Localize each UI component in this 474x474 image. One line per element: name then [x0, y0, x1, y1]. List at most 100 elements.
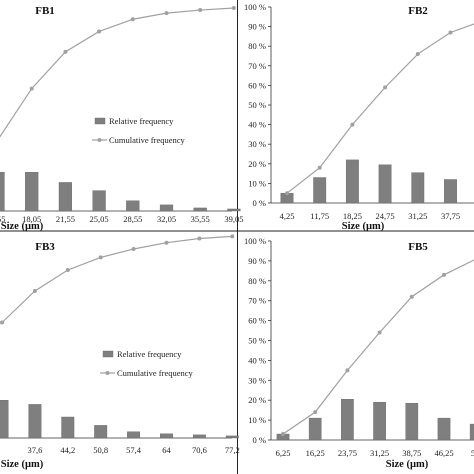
point-cumulative-frequency — [197, 236, 202, 241]
x-tick-label: 46,25 — [434, 448, 453, 458]
legend-label: Cumulative frequency — [109, 135, 186, 145]
y-tick-label: 80 % — [248, 276, 266, 286]
bar-relative-frequency — [193, 207, 207, 212]
x-tick-label: 57,4 — [126, 445, 142, 455]
x-tick-label: 18,05 — [22, 214, 41, 224]
point-cumulative-frequency — [350, 122, 355, 127]
bar-relative-frequency — [405, 402, 419, 441]
x-tick-label: 64 — [162, 445, 171, 455]
point-cumulative-frequency — [377, 330, 382, 335]
point-cumulative-frequency — [0, 320, 4, 325]
x-axis-title: Size (µm) — [386, 459, 429, 470]
legend-label: Relative frequency — [109, 116, 174, 126]
x-tick-label: 31,25 — [370, 448, 389, 458]
y-tick-label: 70 % — [248, 61, 266, 71]
x-tick-label: 50,8 — [93, 445, 108, 455]
y-tick-label: 80 % — [248, 41, 266, 51]
bar-relative-frequency — [341, 399, 354, 441]
bar-relative-frequency — [159, 204, 174, 212]
bar-relative-frequency — [437, 417, 451, 441]
bar-relative-frequency — [345, 159, 359, 204]
point-cumulative-frequency — [98, 255, 103, 260]
bar-relative-frequency — [160, 433, 173, 439]
y-tick-label: 20 % — [248, 159, 266, 169]
chart-panel-fb5: FB5 0 % 10 % 20 % 30 % 40 % 50 % 60 % 70 % 80 % 90… — [244, 236, 474, 470]
x-tick-label: 28,55 — [123, 214, 142, 224]
point-cumulative-frequency — [164, 240, 169, 245]
y-tick-label: 30 % — [248, 139, 266, 149]
x-tick-label: 70,6 — [192, 445, 207, 455]
legend-label: Relative frequency — [117, 349, 182, 359]
x-tick-label: 77,2 — [225, 445, 240, 455]
bar-relative-frequency — [373, 401, 386, 441]
x-tick-label: 35,55 — [191, 214, 210, 224]
bar-relative-frequency — [411, 172, 425, 204]
y-tick-label: 90 % — [248, 22, 266, 32]
point-cumulative-frequency — [345, 368, 350, 373]
y-tick-label: 10 % — [248, 178, 266, 188]
point-cumulative-frequency — [63, 49, 68, 54]
x-tick-label: 18,25 — [343, 211, 362, 221]
x-tick-label: 1,55 — [0, 214, 5, 224]
point-cumulative-frequency — [231, 6, 236, 11]
point-cumulative-frequency — [130, 17, 135, 22]
chart-panel-fb1: FB1 1,55 18,05 21,55 25,05 28,55 32,05 35,55 39,… — [0, 5, 243, 232]
x-tick-label: 4,25 — [280, 211, 295, 221]
x-tick-label: 23,75 — [338, 448, 357, 458]
y-tick-label: 20 % — [248, 395, 266, 405]
point-cumulative-frequency — [97, 29, 102, 34]
point-cumulative-frequency — [65, 268, 70, 272]
x-tick-label: 24,75 — [376, 211, 395, 221]
y-tick-label: 70 % — [248, 296, 266, 306]
bar-relative-frequency — [0, 172, 5, 212]
x-tick-label: 25,05 — [90, 214, 109, 224]
x-tick-label: 39,05 — [224, 214, 243, 224]
line-cumulative-frequency — [0, 7, 234, 138]
point-cumulative-frequency — [32, 289, 37, 293]
point-cumulative-frequency — [409, 294, 414, 299]
x-tick-label: 31,25 — [408, 211, 427, 221]
x-axis-title: Size (µm) — [1, 459, 44, 470]
point-cumulative-frequency — [198, 8, 203, 13]
line-cumulative-frequency — [1, 235, 233, 323]
point-cumulative-frequency — [442, 272, 446, 277]
bar-relative-frequency — [92, 190, 106, 212]
x-tick-label: 38,75 — [402, 448, 421, 458]
bar-relative-frequency — [126, 200, 140, 212]
y-tick-label: 0 % — [253, 435, 266, 445]
x-tick-label: 37,6 — [27, 445, 42, 455]
x-tick-label: 53, — [471, 448, 474, 458]
legend: Relative frequency Cumulative frequency — [92, 116, 186, 145]
x-tick-label: 21,55 — [56, 214, 75, 224]
point-cumulative-frequency — [285, 191, 289, 196]
legend-swatch-dot — [97, 138, 102, 142]
bar-relative-frequency — [28, 404, 42, 439]
point-cumulative-frequency — [29, 86, 34, 91]
y-tick-label: 90 % — [248, 256, 266, 266]
y-tick-label: 10 % — [248, 415, 266, 425]
y-tick-label: 50 % — [248, 100, 266, 110]
point-cumulative-frequency — [383, 85, 388, 90]
legend-label: Cumulative frequency — [117, 368, 194, 378]
point-cumulative-frequency — [281, 432, 285, 437]
chart-title: FB2 — [408, 5, 428, 17]
y-tick-label: 40 % — [248, 355, 266, 365]
x-tick-label: 32,05 — [157, 214, 176, 224]
legend-swatch-dot — [105, 371, 110, 375]
point-cumulative-frequency — [164, 11, 169, 16]
bar-relative-frequency — [25, 172, 39, 212]
x-tick-label: 16,25 — [306, 448, 325, 458]
bar-relative-frequency — [94, 425, 108, 439]
y-tick-label: 100 % — [244, 2, 266, 12]
y-tick-label: 40 % — [248, 120, 266, 130]
y-tick-label: 30 % — [248, 375, 266, 385]
bar-relative-frequency — [192, 434, 206, 439]
bar-relative-frequency — [469, 423, 474, 441]
point-cumulative-frequency — [448, 30, 453, 35]
bar-relative-frequency — [444, 179, 457, 204]
chart-panel-fb2: FB2 0 % 10 % 20 % 30 % 40 % 50 % 60 % 70 % 80 % 90… — [244, 2, 474, 232]
point-cumulative-frequency — [317, 165, 322, 170]
legend-swatch-bar — [94, 117, 106, 125]
y-tick-label: 100 % — [244, 236, 266, 246]
